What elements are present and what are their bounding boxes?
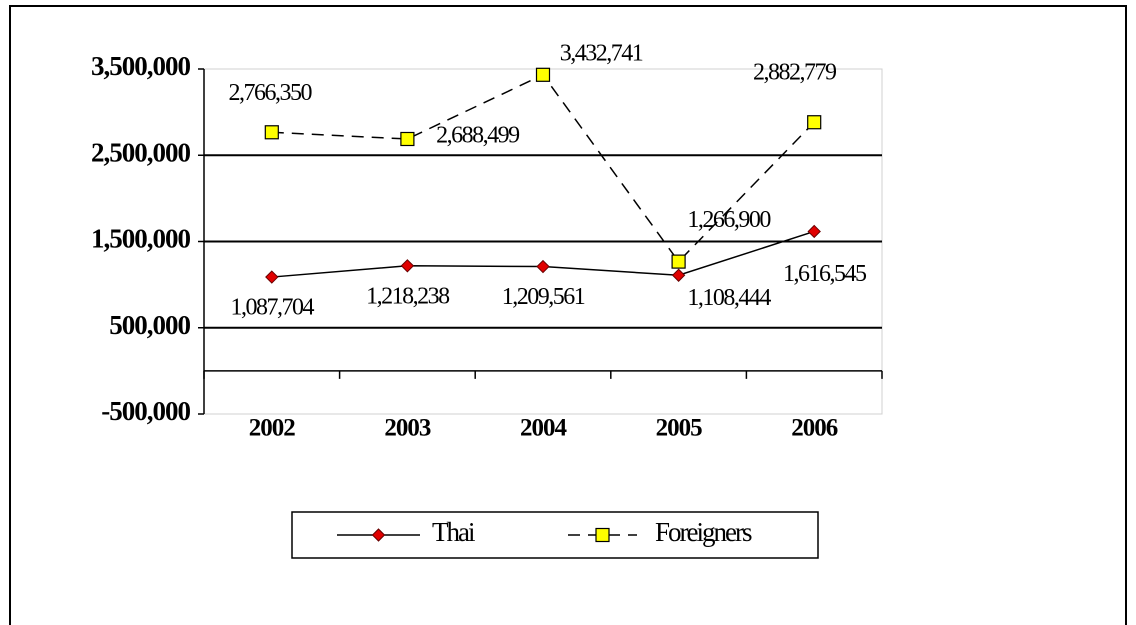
data-label: 2,688,499 — [436, 122, 520, 148]
x-tick-label: 2003 — [384, 415, 431, 442]
data-label: 1,108,444 — [687, 285, 771, 311]
legend-marker — [595, 527, 610, 543]
data-label: 1,087,704 — [231, 295, 315, 321]
data-label: 1,209,561 — [502, 284, 585, 310]
data-label: 1,218,238 — [366, 283, 450, 309]
y-tick-label: -500,000 — [101, 396, 190, 426]
legend-label: Thai — [432, 517, 475, 547]
y-tick-label: 2,500,000 — [91, 137, 191, 167]
x-tick-label: 2004 — [520, 415, 568, 442]
legend-marker — [371, 528, 386, 542]
series-line — [271, 73, 815, 263]
x-tick-label: 2002 — [249, 415, 296, 442]
data-label: 1,616,545 — [783, 261, 867, 287]
data-point — [264, 125, 279, 140]
data-label: 1,266,900 — [687, 207, 771, 233]
chart-frame — [9, 5, 1127, 625]
data-point — [807, 115, 822, 130]
data-point — [535, 67, 551, 82]
y-tick-label: 3,500,000 — [91, 51, 191, 81]
legend-label: Foreigners — [655, 517, 752, 547]
data-label: 2,882,779 — [753, 60, 837, 86]
data-point — [671, 268, 686, 282]
data-point — [400, 131, 415, 147]
data-point — [400, 259, 415, 273]
data-point — [671, 254, 686, 269]
y-tick-label: 1,500,000 — [91, 224, 191, 254]
x-tick-label: 2006 — [791, 415, 838, 442]
data-point — [536, 259, 550, 274]
x-tick-label: 2005 — [656, 415, 703, 442]
data-label: 2,766,350 — [229, 80, 313, 106]
data-label: 3,432,741 — [560, 40, 643, 66]
data-point — [265, 270, 279, 284]
y-tick-label: 500,000 — [109, 310, 190, 340]
legend-box — [291, 511, 819, 559]
data-point — [807, 224, 821, 239]
